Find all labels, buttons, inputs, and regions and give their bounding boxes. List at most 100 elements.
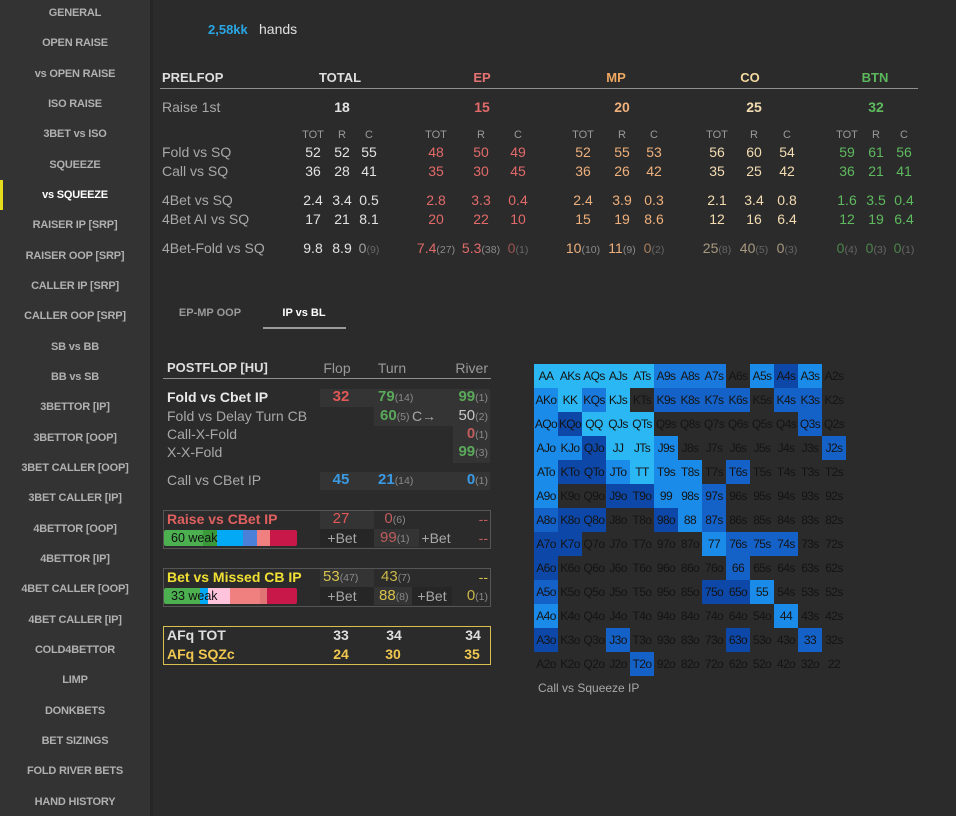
preflop-value: 50 (473, 144, 489, 160)
sidebar-item[interactable]: 3BETTOR [OOP] (33, 431, 117, 444)
sidebar-item[interactable]: 3BET CALLER [OOP] (21, 461, 129, 474)
hand-cell: 42s (825, 609, 843, 623)
preflop-value: 36 (839, 163, 855, 179)
hand-cell: KTs (632, 393, 652, 407)
sidebar-item[interactable]: BB vs SB (51, 370, 99, 383)
sidebar-item[interactable]: COLD4BETTOR (34, 643, 116, 656)
hand-cell: 76s (726, 532, 750, 556)
sidebar-item[interactable]: OPEN RAISE (42, 37, 108, 50)
stat-value: 11 (608, 240, 623, 256)
hand-cell: 55 (750, 580, 774, 604)
preflop-value: 0.4 (508, 192, 528, 208)
hand-cell: A5o (534, 580, 558, 604)
preflop-value: 8.9 (332, 239, 351, 257)
preflop-row-label: 4Bet vs SQ (162, 192, 233, 208)
active-tab-underline (263, 327, 346, 329)
cell-bg (320, 569, 374, 587)
raise-first-label: Raise 1st (162, 99, 221, 115)
hand-cell: T8o (632, 513, 652, 527)
hand-cell: Q7o (583, 537, 605, 551)
stat-value: 43 (381, 568, 398, 585)
sidebar-item[interactable]: RAISER IP [SRP] (32, 219, 118, 232)
hand-cell: A2s (824, 369, 844, 383)
preflop-value: 16 (746, 211, 762, 227)
sidebar-item[interactable]: SQUEEZE (49, 158, 101, 171)
tab-ep-mp-oop[interactable]: EP-MP OOP (178, 307, 242, 319)
sidebar-item[interactable]: CALLER IP [SRP] (31, 279, 119, 292)
hand-cell: 99 (654, 484, 678, 508)
hand-cell: 63s (801, 561, 819, 575)
hand-cell: T5s (752, 465, 772, 479)
preflop-value: 59 (839, 144, 855, 160)
hand-cell: QTo (582, 460, 606, 484)
col-header-flop: Flop (323, 360, 351, 376)
sidebar-item[interactable]: 4BET CALLER [IP] (28, 613, 122, 626)
hand-cell: 52o (752, 657, 772, 671)
hand-cell: J6s (729, 441, 747, 455)
bar-segment (269, 530, 297, 546)
sidebar-item[interactable]: 3BETTOR [IP] (40, 401, 110, 414)
cell-bg (374, 587, 412, 605)
hand-cell: 65o (726, 580, 750, 604)
preflop-value: 0.5 (359, 192, 379, 208)
sample-count: (27) (436, 244, 456, 256)
sidebar-item[interactable]: SB vs BB (51, 340, 99, 353)
sidebar-nav: GENERAL OPEN RAISE vs OPEN RAISE ISO RAISE 3… (0, 0, 153, 816)
sidebar-item[interactable]: 4BETTOR [IP] (40, 552, 110, 565)
hand-cell: T6s (726, 460, 750, 484)
afq-tot-river: 34 (465, 627, 481, 643)
hand-cell: Q8o (582, 508, 606, 532)
stat-value: 88 (379, 587, 396, 604)
range-grid: AA AKs AQs AJs ATs A9s A8s A7s A6s A5s A4s A3s A2s AK… (534, 364, 846, 676)
preflop-value: 21 (868, 163, 884, 179)
hand-cell: 22 (827, 657, 841, 671)
sidebar-item[interactable]: LIMP (62, 674, 88, 687)
sample-count: (38) (481, 244, 501, 256)
preflop-value: 41 (361, 163, 377, 179)
preflop-sub-header: C (365, 129, 373, 141)
hand-cell: 43o (776, 633, 796, 647)
preflop-value: 6.4 (777, 211, 797, 227)
sidebar-item[interactable]: ISO RAISE (48, 97, 102, 110)
hand-cell: QJs (606, 412, 630, 436)
hand-cell: 77 (702, 532, 726, 556)
preflop-value: 56 (896, 144, 912, 160)
hand-cell: A4o (534, 604, 558, 628)
stat-value: 7.4 (416, 240, 437, 256)
sidebar-item[interactable]: RAISER OOP [SRP] (25, 249, 125, 262)
preflop-sub-header: C (900, 129, 908, 141)
sidebar-item[interactable]: 3BET vs ISO (43, 128, 107, 141)
hand-cell: Q4s (775, 417, 797, 431)
preflop-value: 36 (575, 163, 591, 179)
sidebar-item[interactable]: CALLER OOP [SRP] (24, 310, 126, 323)
hand-cell: 84s (777, 513, 795, 527)
bet-vs-missed-strength-bar (164, 588, 297, 604)
sidebar-item[interactable]: GENERAL (48, 7, 102, 19)
stat-value: 8.9 (332, 240, 352, 256)
sidebar-item[interactable]: 3BET CALLER [IP] (28, 492, 122, 505)
hand-cell: A2o (536, 657, 556, 671)
sidebar-item[interactable]: vs SQUEEZE (42, 188, 108, 201)
sidebar-item[interactable]: FOLD RIVER BETS (26, 765, 123, 778)
preflop-value: 7.4(27) (417, 239, 455, 257)
stat-value: 99 (458, 443, 476, 460)
fold-vs-cbet-turn: 79(14) (378, 388, 413, 406)
sidebar-item[interactable]: HAND HISTORY (34, 795, 116, 808)
hand-cell: 72s (825, 537, 843, 551)
hand-cell: A6o (534, 556, 558, 580)
hand-cell: Q9o (583, 489, 605, 503)
hand-cell: K7s (702, 388, 726, 412)
tab-ip-vs-bl[interactable]: IP vs BL (282, 307, 326, 319)
sidebar-item[interactable]: 4BETTOR [OOP] (33, 522, 117, 535)
hand-cell: K3o (560, 633, 580, 647)
hand-cell: A7o (534, 532, 558, 556)
sidebar-item[interactable]: DONKBETS (44, 704, 106, 717)
stat-value: 99 (380, 529, 397, 546)
hand-cell: T2o (630, 652, 654, 676)
hand-cell: T3o (632, 633, 652, 647)
sidebar-item[interactable]: BET SIZINGS (41, 734, 109, 747)
hand-cell: K7o (558, 532, 582, 556)
sidebar-item[interactable]: vs OPEN RAISE (34, 67, 116, 80)
preflop-value: 52 (305, 144, 321, 160)
sidebar-item[interactable]: 4BET CALLER [OOP] (21, 583, 129, 596)
